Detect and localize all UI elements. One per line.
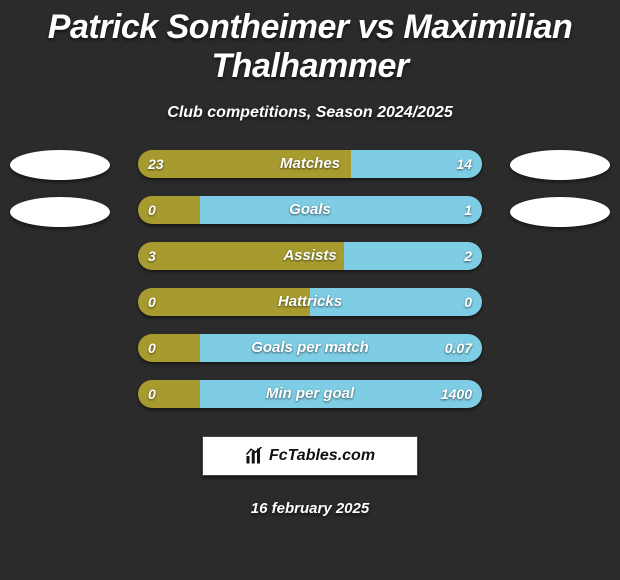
- stat-value-right: 2: [464, 242, 472, 270]
- source-badge-text: FcTables.com: [269, 447, 375, 465]
- stat-label: Matches: [138, 150, 482, 178]
- stat-value-right: 0: [464, 288, 472, 316]
- date-text: 16 february 2025: [0, 500, 620, 517]
- stat-label: Hattricks: [138, 288, 482, 316]
- stat-value-right: 14: [456, 150, 472, 178]
- source-badge: FcTables.com: [202, 436, 418, 476]
- chart-icon: [245, 447, 263, 465]
- stat-value-right: 1400: [441, 380, 472, 408]
- stat-label: Goals per match: [138, 334, 482, 362]
- page-title: Patrick Sontheimer vs Maximilian Thalham…: [0, 0, 620, 86]
- stat-row: Goals0 1: [138, 196, 482, 224]
- stat-value-left: 3: [148, 242, 156, 270]
- stat-row: Assists3 2: [138, 242, 482, 270]
- team-left-avatar: [10, 197, 110, 227]
- stat-label: Goals: [138, 196, 482, 224]
- player-left-avatar: [10, 150, 110, 180]
- stat-value-left: 0: [148, 288, 156, 316]
- stat-label: Min per goal: [138, 380, 482, 408]
- subtitle: Club competitions, Season 2024/2025: [0, 104, 620, 122]
- stat-row: Hattricks0 0: [138, 288, 482, 316]
- stat-value-right: 0.07: [445, 334, 472, 362]
- stat-value-left: 0: [148, 380, 156, 408]
- team-right-avatar: [510, 197, 610, 227]
- comparison-chart: Matches2314Goals01Assists32Hattricks00Go…: [0, 150, 620, 420]
- stat-value-left: 0: [148, 334, 156, 362]
- stat-row: Min per goal0 1400: [138, 380, 482, 408]
- stat-value-right: 1: [464, 196, 472, 224]
- stat-label: Assists: [138, 242, 482, 270]
- stat-value-left: 23: [148, 150, 164, 178]
- player-right-avatar: [510, 150, 610, 180]
- stat-row: Goals per match0 0.07: [138, 334, 482, 362]
- bars-container: Matches2314Goals01Assists32Hattricks00Go…: [138, 150, 482, 426]
- stat-row: Matches23 14: [138, 150, 482, 178]
- stat-value-left: 0: [148, 196, 156, 224]
